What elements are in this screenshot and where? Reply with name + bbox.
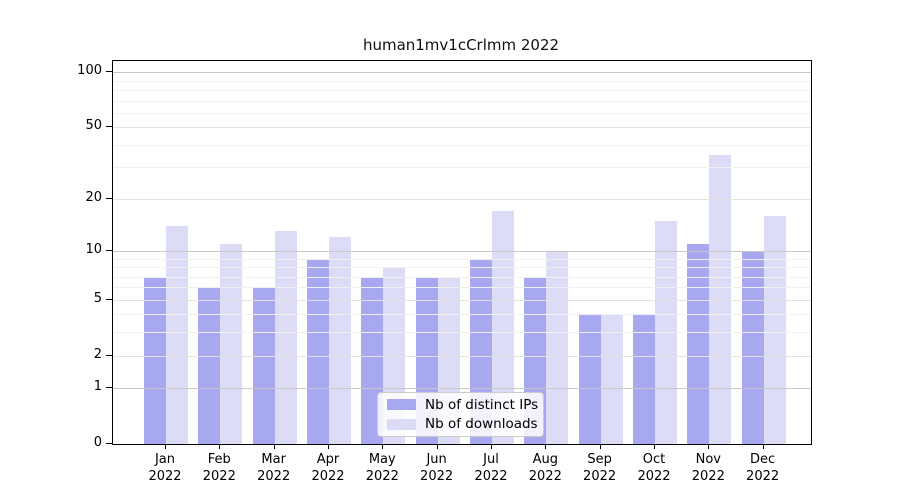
x-tick-label-aug-2022: Aug 2022 xyxy=(528,452,562,484)
gridline-minor-9 xyxy=(113,258,811,260)
y-tick-mark-5 xyxy=(106,298,112,300)
gridline-minor-80 xyxy=(113,89,811,91)
bar-nb-of-downloads-sep-2022 xyxy=(600,314,623,444)
y-tick-mark-100 xyxy=(106,71,112,73)
bar-nb-of-distinct-ips-mar-2022 xyxy=(252,287,275,444)
legend-swatch-nb-of-distinct-ips xyxy=(387,399,416,411)
y-tick-label-1: 1 xyxy=(93,379,102,395)
x-tick-label-mar-2022: Mar 2022 xyxy=(257,452,291,484)
gridline-major-5 xyxy=(113,299,811,301)
gridline-major-1 xyxy=(113,388,811,390)
y-tick-label-50: 50 xyxy=(85,118,102,134)
x-tick-mark-jul-2022 xyxy=(491,444,493,449)
y-tick-label-10: 10 xyxy=(85,241,102,257)
gridline-minor-6 xyxy=(113,287,811,289)
gridline-major-100 xyxy=(113,72,811,74)
bar-nb-of-distinct-ips-sep-2022 xyxy=(578,314,601,444)
gridline-major-10 xyxy=(113,250,811,252)
y-tick-label-5: 5 xyxy=(93,290,102,306)
y-tick-mark-50 xyxy=(106,126,112,128)
gridline-major-50 xyxy=(113,127,811,129)
gridline-major-2 xyxy=(113,355,811,357)
legend-swatch-nb-of-downloads xyxy=(387,418,416,430)
y-tick-label-100: 100 xyxy=(77,63,102,79)
x-tick-mark-feb-2022 xyxy=(219,444,221,449)
gridline-minor-4 xyxy=(113,314,811,316)
bar-nb-of-downloads-aug-2022 xyxy=(546,250,569,444)
x-tick-label-feb-2022: Feb 2022 xyxy=(202,452,236,484)
y-tick-label-0: 0 xyxy=(93,435,102,450)
y-tick-mark-2 xyxy=(106,354,112,356)
x-tick-label-sep-2022: Sep 2022 xyxy=(583,452,617,484)
gridline-minor-70 xyxy=(113,100,811,102)
legend-label: Nb of downloads xyxy=(425,416,538,433)
gridline-major-20 xyxy=(113,198,811,200)
y-tick-mark-20 xyxy=(106,197,112,199)
x-tick-label-nov-2022: Nov 2022 xyxy=(691,452,725,484)
bar-nb-of-downloads-dec-2022 xyxy=(763,215,786,444)
bar-nb-of-downloads-feb-2022 xyxy=(220,243,243,444)
y-tick-mark-1 xyxy=(106,387,112,389)
bar-nb-of-downloads-apr-2022 xyxy=(328,237,351,444)
y-tick-label-2: 2 xyxy=(93,346,102,362)
x-tick-mark-oct-2022 xyxy=(654,444,656,449)
y-tick-label-20: 20 xyxy=(85,189,102,205)
x-tick-mark-may-2022 xyxy=(382,444,384,449)
x-tick-mark-apr-2022 xyxy=(328,444,330,449)
x-tick-label-dec-2022: Dec 2022 xyxy=(746,452,780,484)
plot-area xyxy=(112,60,812,445)
x-tick-label-apr-2022: Apr 2022 xyxy=(311,452,345,484)
bar-nb-of-distinct-ips-oct-2022 xyxy=(632,314,655,444)
bar-nb-of-distinct-ips-nov-2022 xyxy=(687,243,710,444)
x-tick-mark-nov-2022 xyxy=(708,444,710,449)
bar-nb-of-distinct-ips-jan-2022 xyxy=(144,276,166,444)
legend: Nb of distinct IPs Nb of downloads xyxy=(377,392,544,437)
y-tick-mark-10 xyxy=(106,249,112,251)
x-tick-mark-dec-2022 xyxy=(762,444,764,449)
bar-nb-of-downloads-mar-2022 xyxy=(274,231,297,444)
x-tick-label-oct-2022: Oct 2022 xyxy=(637,452,671,484)
chart-title: human1mv1cCrlmm 2022 xyxy=(362,36,560,54)
x-tick-label-jun-2022: Jun 2022 xyxy=(420,452,454,484)
x-tick-mark-aug-2022 xyxy=(545,444,547,449)
gridline-minor-8 xyxy=(113,267,811,268)
x-tick-mark-sep-2022 xyxy=(599,444,601,449)
bar-nb-of-distinct-ips-dec-2022 xyxy=(741,250,764,444)
bar-nb-of-distinct-ips-apr-2022 xyxy=(306,258,329,444)
bar-nb-of-downloads-jan-2022 xyxy=(166,225,188,444)
x-tick-mark-jan-2022 xyxy=(165,444,167,449)
x-tick-mark-jun-2022 xyxy=(436,444,438,449)
gridline-minor-40 xyxy=(113,144,811,146)
bar-nb-of-distinct-ips-feb-2022 xyxy=(198,287,221,444)
legend-item-nb-of-distinct-ips: Nb of distinct IPs xyxy=(378,395,543,415)
x-tick-label-may-2022: May 2022 xyxy=(365,452,399,484)
x-tick-mark-mar-2022 xyxy=(273,444,275,449)
gridline-minor-30 xyxy=(113,167,811,169)
gridline-minor-7 xyxy=(113,276,811,278)
legend-label: Nb of distinct IPs xyxy=(425,396,539,413)
y-tick-mark-0 xyxy=(106,443,112,445)
x-tick-label-jan-2022: Jan 2022 xyxy=(148,452,182,484)
gridline-minor-90 xyxy=(113,80,811,82)
bar-nb-of-downloads-jul-2022 xyxy=(491,211,514,444)
gridline-minor-60 xyxy=(113,112,811,114)
gridline-minor-3 xyxy=(113,332,811,334)
legend-item-nb-of-downloads: Nb of downloads xyxy=(378,415,543,435)
x-tick-label-jul-2022: Jul 2022 xyxy=(474,452,508,484)
